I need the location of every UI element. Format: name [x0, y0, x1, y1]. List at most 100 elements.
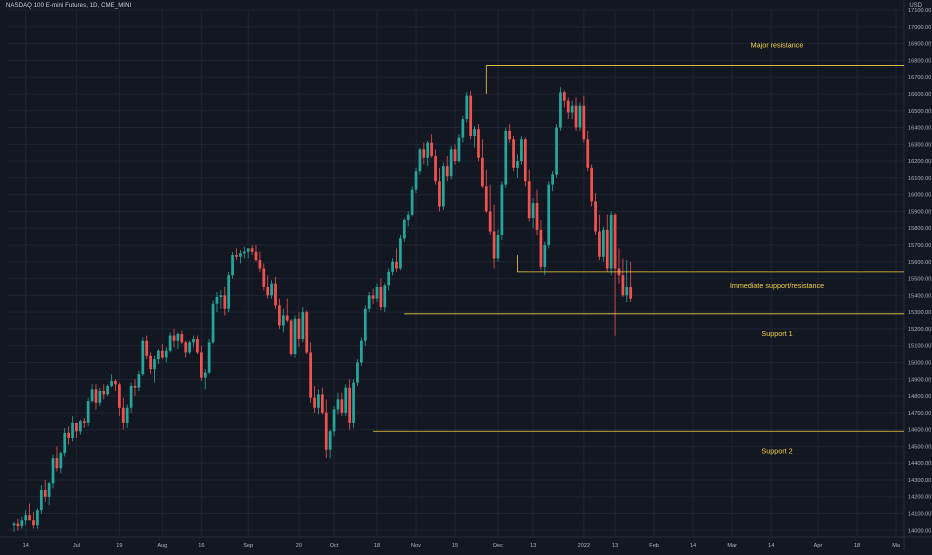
candle-body [512, 139, 515, 168]
y-tick-label: 15800.00 [908, 226, 931, 232]
candle-body [231, 255, 234, 276]
candle-body [586, 139, 590, 168]
x-tick-label: 14 [690, 543, 696, 549]
candle-body [551, 174, 554, 185]
y-tick-label: 15700.00 [908, 243, 931, 249]
x-tick-label: Dec [493, 543, 503, 549]
candle-body [36, 510, 39, 526]
candle-body [324, 412, 328, 450]
candle-body [203, 372, 207, 378]
level-label: Immediate support/resistance [730, 281, 824, 290]
level-label: Support 1 [761, 329, 792, 338]
y-tick-label: 16900.00 [908, 42, 931, 48]
y-tick-label: 14200.00 [908, 495, 931, 501]
candle-body [520, 139, 523, 162]
x-tick-label: 15 [452, 543, 458, 549]
candle-body [32, 520, 35, 526]
candle-body [254, 251, 258, 261]
y-tick-label: 14700.00 [908, 411, 931, 417]
x-tick-label: Mar [727, 543, 737, 549]
x-tick-label: Nov [411, 543, 421, 549]
candle-body [422, 149, 426, 158]
x-tick-label: 14 [768, 543, 774, 549]
price-unit-label: USD [909, 3, 922, 9]
candle-body [461, 119, 465, 138]
candle-body [547, 184, 551, 246]
candle-body [98, 391, 102, 403]
candle-body [320, 394, 324, 413]
candle-body [609, 214, 613, 269]
candle-body [352, 382, 355, 423]
candle-body [262, 268, 266, 287]
candle-body [172, 335, 176, 341]
candle-body [75, 422, 78, 432]
candle-body [360, 340, 363, 363]
y-tick-label: 15500.00 [908, 277, 931, 283]
y-tick-label: 16300.00 [908, 142, 931, 148]
candle-body [223, 295, 227, 309]
candle-body [266, 286, 270, 296]
candle-body [246, 248, 250, 252]
candle-body [570, 105, 574, 113]
candle-body [199, 352, 203, 378]
candle-body [305, 312, 309, 353]
candle-body [601, 229, 605, 257]
candle-body [582, 105, 586, 140]
candle-body [523, 139, 527, 182]
candle-body [383, 285, 387, 308]
candle-body [94, 389, 98, 403]
candle-body [211, 303, 215, 343]
candle-body [613, 214, 617, 269]
candle-body [402, 219, 406, 239]
x-tick-label: Jul [73, 543, 80, 549]
candle-body [438, 181, 441, 207]
y-tick-label: 14000.00 [908, 528, 931, 534]
level-label: Major resistance [751, 40, 804, 49]
candle-body [391, 261, 394, 272]
y-tick-label: 14800.00 [908, 394, 931, 400]
x-tick-label: Oct [330, 543, 339, 549]
candle-body [301, 312, 305, 339]
y-tick-label: 16600.00 [908, 92, 931, 98]
y-tick-label: 15400.00 [908, 293, 931, 299]
candle-body [492, 231, 496, 259]
candle-body [270, 283, 273, 296]
candle-body [387, 271, 391, 286]
candle-body [488, 211, 492, 232]
candle-body [379, 286, 383, 308]
y-tick-label: 14100.00 [908, 512, 931, 518]
candle-body [336, 399, 340, 410]
candle-body [145, 340, 149, 356]
candle-body [317, 394, 320, 408]
candle-body [110, 380, 113, 386]
candle-body [160, 350, 164, 358]
candle-body [184, 342, 188, 353]
y-tick-label: 15900.00 [908, 209, 931, 215]
candle-body [78, 421, 82, 432]
candle-body [293, 318, 297, 355]
y-tick-label: 14600.00 [908, 428, 931, 434]
candle-body [47, 483, 51, 497]
candle-body [441, 166, 445, 207]
candle-body [531, 203, 535, 219]
candle-body [43, 490, 47, 497]
candle-body [215, 297, 219, 304]
candle-body [16, 523, 20, 527]
candle-body [375, 286, 379, 299]
candle-body [71, 422, 74, 438]
y-tick-label: 16500.00 [908, 109, 931, 115]
candle-body [418, 149, 422, 172]
candle-body [114, 380, 117, 385]
y-tick-label: 16400.00 [908, 126, 931, 132]
x-tick-label: 13 [612, 543, 618, 549]
y-tick-label: 17100.00 [908, 8, 931, 14]
candle-body [188, 342, 192, 353]
y-tick-label: 15200.00 [908, 327, 931, 333]
candle-body [192, 338, 195, 343]
candle-body [566, 100, 570, 113]
candle-body [504, 130, 508, 185]
candle-body [86, 401, 90, 423]
candle-body [63, 432, 67, 454]
